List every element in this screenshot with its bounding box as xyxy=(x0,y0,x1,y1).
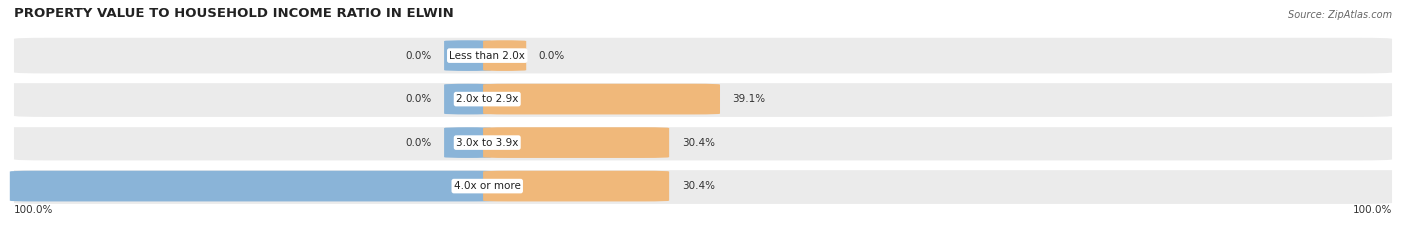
FancyBboxPatch shape xyxy=(484,40,526,71)
FancyBboxPatch shape xyxy=(14,125,1392,161)
Text: 39.1%: 39.1% xyxy=(733,94,766,104)
FancyBboxPatch shape xyxy=(484,171,669,202)
FancyBboxPatch shape xyxy=(10,171,498,202)
Text: PROPERTY VALUE TO HOUSEHOLD INCOME RATIO IN ELWIN: PROPERTY VALUE TO HOUSEHOLD INCOME RATIO… xyxy=(14,7,454,20)
FancyBboxPatch shape xyxy=(444,40,492,71)
Text: 100.0%: 100.0% xyxy=(1353,205,1392,215)
Text: Less than 2.0x: Less than 2.0x xyxy=(450,51,526,61)
Text: 0.0%: 0.0% xyxy=(405,51,432,61)
Text: Source: ZipAtlas.com: Source: ZipAtlas.com xyxy=(1288,10,1392,20)
FancyBboxPatch shape xyxy=(14,81,1392,117)
FancyBboxPatch shape xyxy=(484,84,720,114)
Text: 30.4%: 30.4% xyxy=(682,138,714,147)
FancyBboxPatch shape xyxy=(14,38,1392,73)
Text: 0.0%: 0.0% xyxy=(538,51,565,61)
Text: 3.0x to 3.9x: 3.0x to 3.9x xyxy=(456,138,519,147)
FancyBboxPatch shape xyxy=(444,127,492,158)
Text: 100.0%: 100.0% xyxy=(14,205,53,215)
Text: 4.0x or more: 4.0x or more xyxy=(454,181,520,191)
Text: 30.4%: 30.4% xyxy=(682,181,714,191)
Text: 0.0%: 0.0% xyxy=(405,138,432,147)
FancyBboxPatch shape xyxy=(14,168,1392,204)
FancyBboxPatch shape xyxy=(444,84,492,114)
Text: 2.0x to 2.9x: 2.0x to 2.9x xyxy=(456,94,519,104)
FancyBboxPatch shape xyxy=(484,127,669,158)
Text: 0.0%: 0.0% xyxy=(405,94,432,104)
